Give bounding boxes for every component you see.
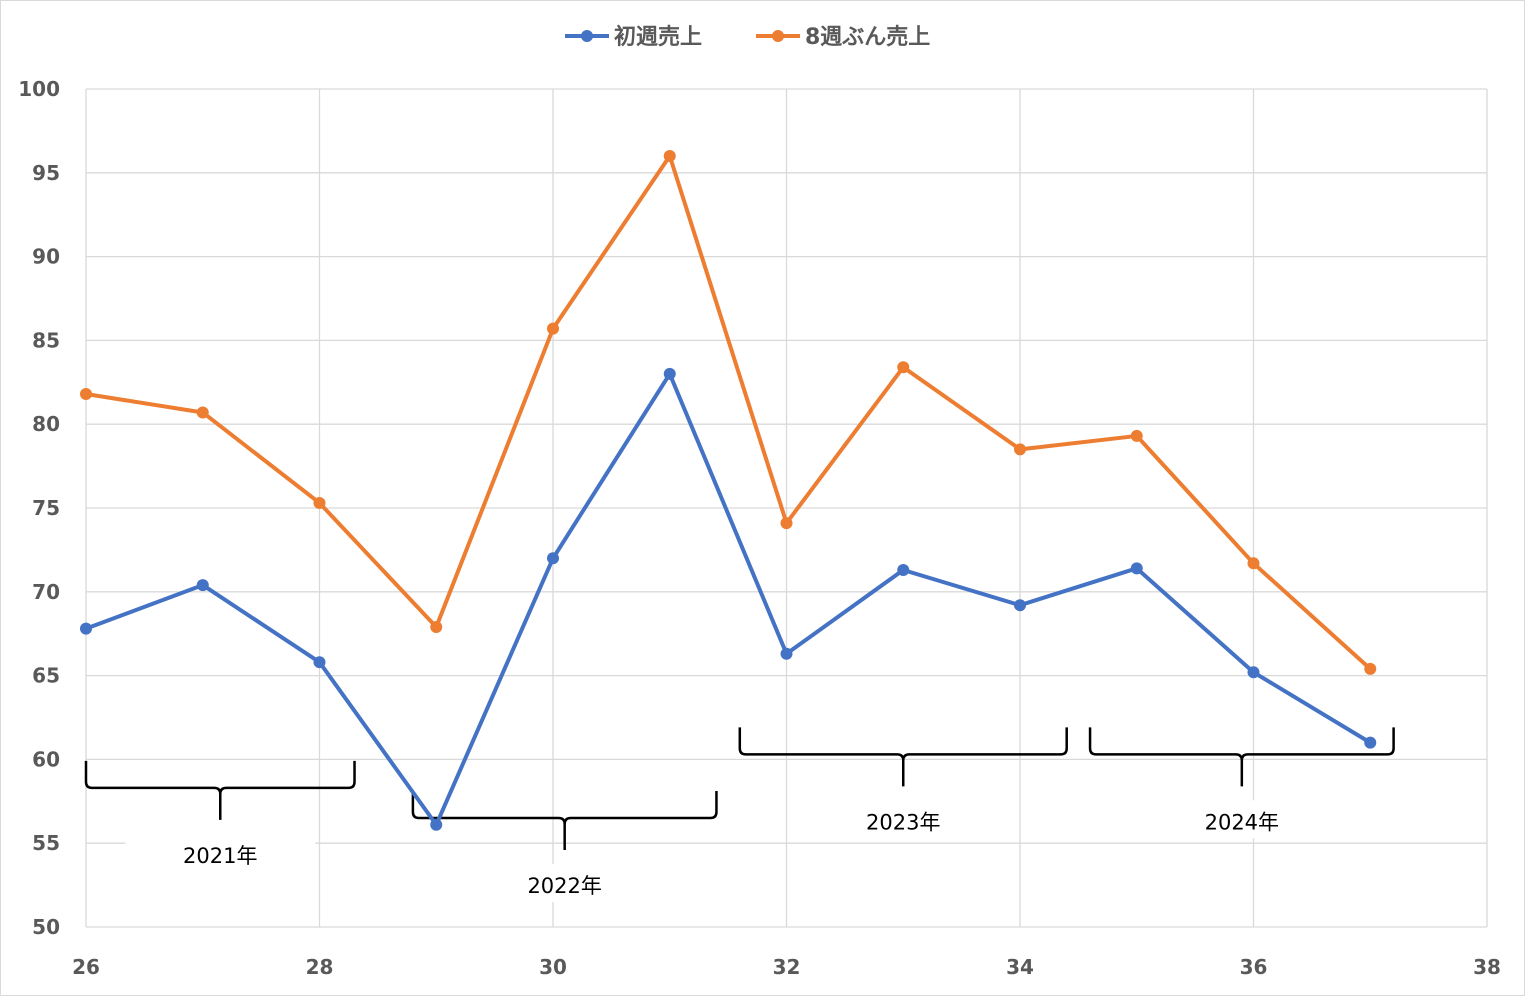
- x-tick-label: 28: [306, 955, 334, 979]
- year-bracket: [1088, 727, 1395, 787]
- series-layer: [80, 150, 1377, 831]
- legend-swatch-marker: [581, 30, 593, 42]
- data-point: [780, 647, 793, 660]
- data-point: [1247, 666, 1260, 679]
- year-bracket: [84, 760, 356, 820]
- series-1: [80, 367, 1377, 831]
- y-tick-label: 100: [18, 77, 60, 101]
- year-bracket: [738, 727, 1068, 787]
- annotation-label-bg: [808, 800, 999, 839]
- year-bracket: [411, 791, 718, 851]
- annotation-label-bg: [469, 864, 660, 903]
- data-point: [663, 367, 676, 380]
- data-point: [547, 322, 559, 335]
- data-point: [897, 361, 910, 374]
- data-point: [430, 818, 443, 831]
- data-point: [663, 150, 676, 163]
- data-point: [1130, 562, 1143, 575]
- year-annotations: 2021年 2022年 2023年 2024年: [84, 727, 1395, 903]
- legend-item-1: 初週売上: [565, 24, 702, 50]
- y-tick-label: 50: [32, 915, 60, 939]
- data-point: [196, 406, 209, 419]
- data-point: [1014, 443, 1026, 456]
- y-tick-label: 95: [32, 161, 60, 185]
- data-point: [547, 552, 559, 565]
- x-tick-label: 36: [1240, 955, 1268, 979]
- data-point: [1130, 429, 1143, 442]
- data-point: [196, 579, 209, 592]
- y-tick-label: 85: [32, 328, 60, 352]
- y-tick-label: 80: [32, 412, 60, 436]
- x-tick-label: 38: [1473, 955, 1501, 979]
- axis-labels: 100 95 90 85 80 75 70 65 60 55 50 26 28 30 32 34 36 38: [18, 77, 1501, 979]
- series-line: [85, 154, 1372, 671]
- annotation-label-bg: [1146, 800, 1337, 839]
- y-tick-label: 70: [32, 580, 60, 604]
- data-point: [1014, 599, 1026, 612]
- data-point: [80, 622, 92, 635]
- data-point: [313, 496, 326, 509]
- x-tick-label: 34: [1006, 955, 1034, 979]
- x-tick-label: 32: [773, 955, 801, 979]
- y-tick-label: 60: [32, 747, 60, 771]
- annotation-label-bg: [125, 833, 316, 872]
- year-annotation-label: 2024年: [1205, 810, 1279, 834]
- x-tick-label: 26: [72, 955, 100, 979]
- gridlines: [85, 88, 1488, 928]
- data-point: [1364, 736, 1377, 749]
- y-tick-label: 65: [32, 664, 60, 688]
- legend-label: 8週ぶん売上: [805, 24, 930, 50]
- legend-item-2: 8週ぶん売上: [756, 24, 930, 50]
- data-point: [1247, 557, 1260, 570]
- data-point: [313, 656, 326, 669]
- legend-label: 初週売上: [614, 24, 702, 50]
- y-tick-label: 55: [32, 831, 60, 855]
- year-annotation-label: 2022年: [527, 874, 601, 898]
- series-2: [80, 150, 1377, 675]
- y-tick-label: 90: [32, 245, 60, 269]
- data-point: [80, 388, 92, 401]
- x-tick-label: 30: [539, 955, 567, 979]
- data-point: [1364, 662, 1377, 675]
- data-point: [780, 517, 793, 530]
- y-tick-label: 75: [32, 496, 60, 520]
- year-annotation-label: 2021年: [183, 844, 257, 868]
- legend-swatch-marker: [772, 30, 784, 42]
- legend: 初週売上 8週ぶん売上: [565, 24, 930, 50]
- series-line: [85, 371, 1372, 827]
- data-point: [430, 620, 443, 633]
- data-point: [897, 564, 910, 577]
- year-annotation-label: 2023年: [866, 810, 940, 834]
